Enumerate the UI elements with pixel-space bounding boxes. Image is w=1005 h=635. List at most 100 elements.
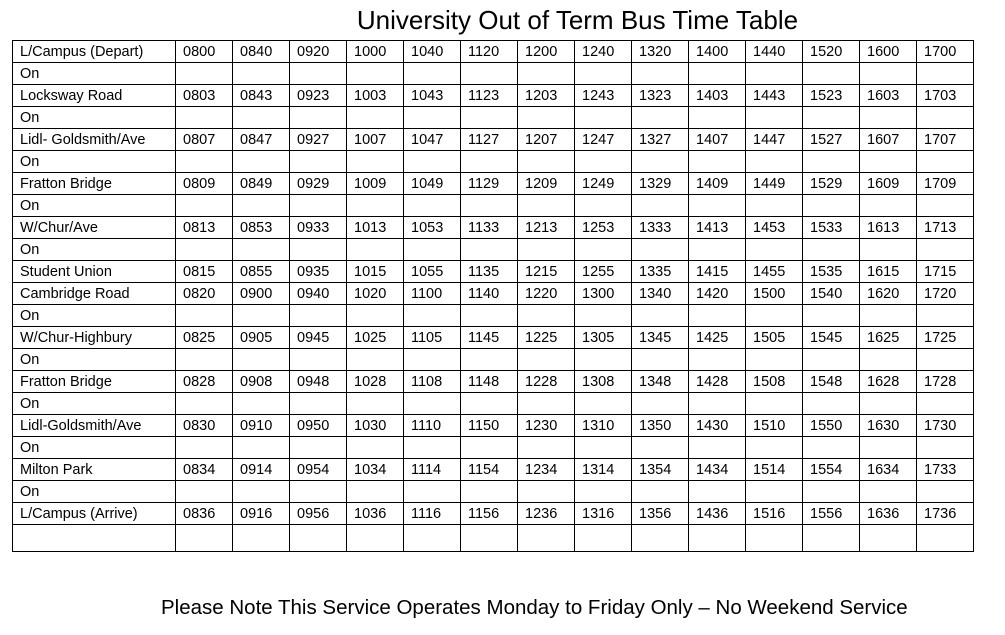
- time-cell: [631, 304, 689, 327]
- time-cell: 1440: [745, 40, 803, 63]
- time-cell: [859, 348, 917, 371]
- time-cell: 1209: [517, 172, 575, 195]
- table-row: Student Union 0815 0855 0935 1015 1055 1135 121…: [12, 260, 974, 283]
- time-cell: 1516: [745, 502, 803, 525]
- time-cell: [517, 304, 575, 327]
- time-cell: 1449: [745, 172, 803, 195]
- time-cell: 1123: [460, 84, 518, 107]
- time-cell: [289, 238, 347, 261]
- time-cell: [745, 194, 803, 217]
- time-cell: 0855: [232, 260, 290, 283]
- time-cell: 1156: [460, 502, 518, 525]
- time-cell: 1240: [574, 40, 632, 63]
- stop-name-cell: Lidl-Goldsmith/Ave: [12, 414, 176, 437]
- time-cell: [574, 150, 632, 173]
- time-cell: [289, 392, 347, 415]
- time-cell: [688, 348, 746, 371]
- time-cell: [688, 480, 746, 503]
- time-cell: 0945: [289, 326, 347, 349]
- time-cell: 1028: [346, 370, 404, 393]
- time-cell: 1129: [460, 172, 518, 195]
- time-cell: [745, 524, 803, 552]
- time-cell: [232, 524, 290, 552]
- time-cell: 1615: [859, 260, 917, 283]
- time-cell: [403, 524, 461, 552]
- spacer-row: On: [12, 436, 974, 459]
- time-cell: [232, 194, 290, 217]
- time-cell: [631, 194, 689, 217]
- stop-name-cell: L/Campus (Depart): [12, 40, 176, 63]
- time-cell: 1053: [403, 216, 461, 239]
- time-cell: 0923: [289, 84, 347, 107]
- stop-name-cell: On: [12, 194, 176, 217]
- time-cell: [403, 304, 461, 327]
- stop-name-cell: On: [12, 150, 176, 173]
- time-cell: 1034: [346, 458, 404, 481]
- time-cell: 1545: [802, 326, 860, 349]
- time-cell: 0927: [289, 128, 347, 151]
- time-cell: [745, 480, 803, 503]
- time-cell: 1247: [574, 128, 632, 151]
- time-cell: 1150: [460, 414, 518, 437]
- table-row: L/Campus (Arrive) 0836 0916 0956 1036 1116 115…: [12, 502, 974, 525]
- table-row: Fratton Bridge 0828 0908 0948 1028 1108 1148 12…: [12, 370, 974, 393]
- time-cell: 1428: [688, 370, 746, 393]
- time-cell: [688, 238, 746, 261]
- time-cell: 1523: [802, 84, 860, 107]
- time-cell: 1407: [688, 128, 746, 151]
- time-cell: [232, 348, 290, 371]
- time-cell: [517, 392, 575, 415]
- time-cell: 1514: [745, 458, 803, 481]
- time-cell: 1140: [460, 282, 518, 305]
- spacer-row: On: [12, 150, 974, 173]
- stop-name-cell: Fratton Bridge: [12, 172, 176, 195]
- time-cell: [631, 348, 689, 371]
- time-cell: 1703: [916, 84, 974, 107]
- time-cell: 1133: [460, 216, 518, 239]
- stop-name-cell: Fratton Bridge: [12, 370, 176, 393]
- time-cell: 1713: [916, 216, 974, 239]
- time-cell: [916, 238, 974, 261]
- time-cell: 0809: [175, 172, 233, 195]
- time-cell: [403, 150, 461, 173]
- time-cell: [745, 150, 803, 173]
- time-cell: [175, 392, 233, 415]
- stop-name-cell: On: [12, 436, 176, 459]
- time-cell: 0935: [289, 260, 347, 283]
- time-cell: [688, 304, 746, 327]
- time-cell: [574, 436, 632, 459]
- time-cell: 0849: [232, 172, 290, 195]
- time-cell: [916, 348, 974, 371]
- time-cell: [460, 304, 518, 327]
- time-cell: [802, 304, 860, 327]
- time-cell: 1110: [403, 414, 461, 437]
- time-cell: 1609: [859, 172, 917, 195]
- time-cell: [403, 436, 461, 459]
- time-cell: [802, 150, 860, 173]
- timetable-body: L/Campus (Depart) 0800 0840 0920 1000 1040 112…: [12, 40, 974, 552]
- time-cell: [175, 194, 233, 217]
- time-cell: 1345: [631, 326, 689, 349]
- time-cell: 1607: [859, 128, 917, 151]
- time-cell: 1148: [460, 370, 518, 393]
- time-cell: 0830: [175, 414, 233, 437]
- time-cell: 0940: [289, 282, 347, 305]
- time-cell: 1733: [916, 458, 974, 481]
- time-cell: [403, 480, 461, 503]
- time-cell: [631, 62, 689, 85]
- time-cell: [346, 194, 404, 217]
- time-cell: [802, 194, 860, 217]
- time-cell: 1009: [346, 172, 404, 195]
- time-cell: [346, 524, 404, 552]
- time-cell: 1556: [802, 502, 860, 525]
- time-cell: [688, 106, 746, 129]
- time-cell: [916, 304, 974, 327]
- time-cell: 1700: [916, 40, 974, 63]
- time-cell: [460, 238, 518, 261]
- time-cell: [745, 436, 803, 459]
- time-cell: [460, 194, 518, 217]
- time-cell: [916, 194, 974, 217]
- stop-name-cell: On: [12, 62, 176, 85]
- time-cell: 1108: [403, 370, 461, 393]
- time-cell: 1400: [688, 40, 746, 63]
